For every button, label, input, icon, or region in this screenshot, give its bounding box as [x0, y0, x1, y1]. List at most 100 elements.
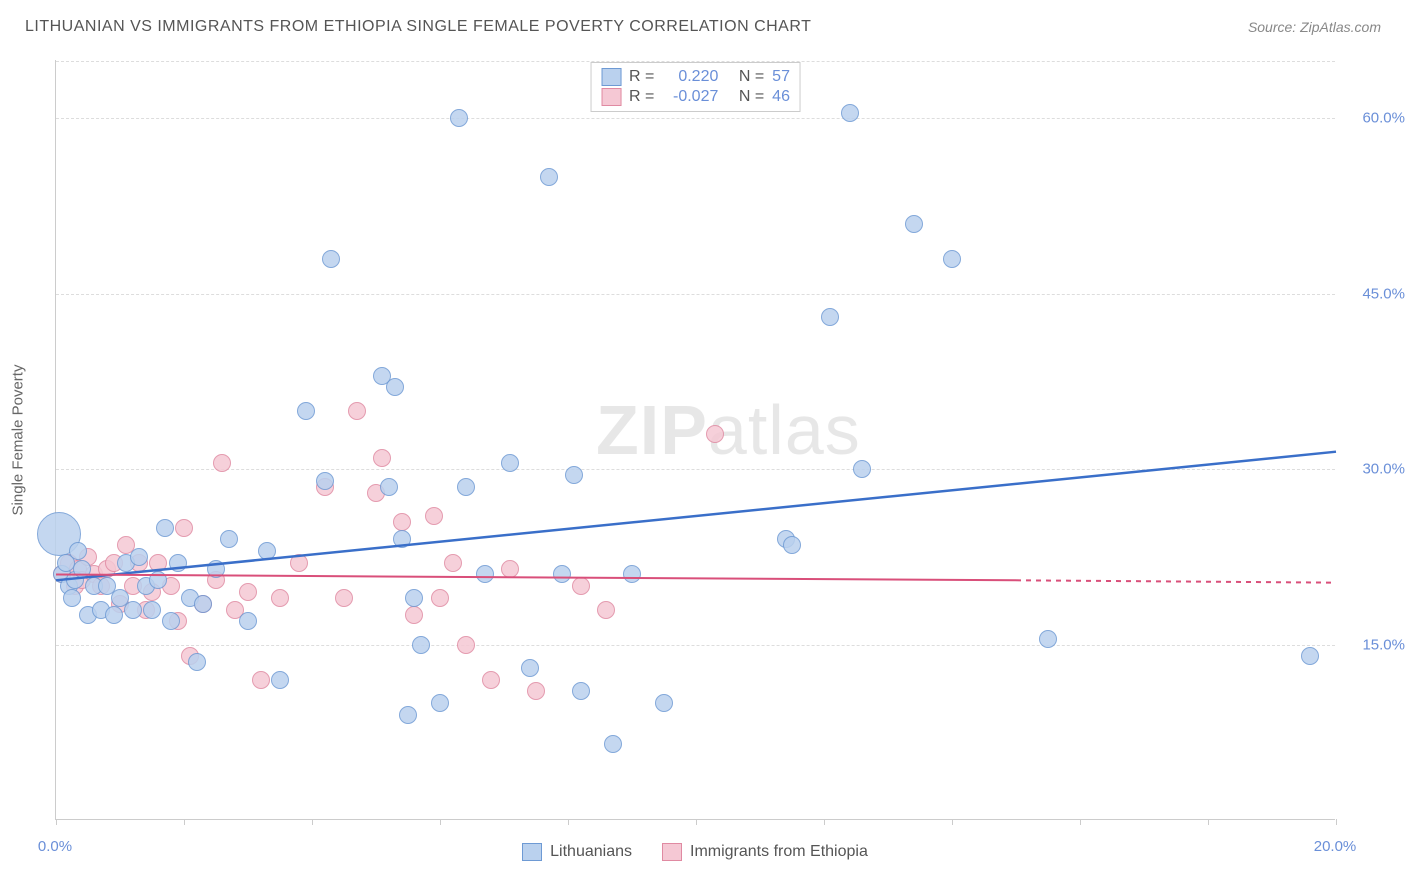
scatter-point	[386, 378, 404, 396]
legend-row: R = 0.220 N = 57	[601, 67, 790, 87]
scatter-point	[393, 530, 411, 548]
scatter-point	[431, 694, 449, 712]
swatch-icon	[662, 843, 682, 861]
x-tick	[952, 819, 953, 825]
y-tick-label: 45.0%	[1345, 285, 1405, 302]
scatter-point	[1039, 630, 1057, 648]
scatter-point	[572, 682, 590, 700]
scatter-point	[348, 402, 366, 420]
legend-label: Lithuanians	[550, 843, 632, 861]
gridline	[56, 469, 1335, 470]
trend-lines	[56, 60, 1336, 820]
x-tick	[824, 819, 825, 825]
scatter-chart: ZIPatlas R = 0.220 N = 57 R = -0.027 N =…	[55, 60, 1335, 820]
x-tick	[1080, 819, 1081, 825]
watermark: ZIPatlas	[596, 390, 861, 470]
scatter-point	[175, 519, 193, 537]
r-value: -0.027	[662, 88, 718, 106]
gridline	[56, 294, 1335, 295]
x-tick-label: 0.0%	[38, 838, 72, 855]
scatter-point	[444, 554, 462, 572]
x-tick-label: 20.0%	[1314, 838, 1357, 855]
scatter-point	[905, 215, 923, 233]
scatter-point	[380, 478, 398, 496]
n-value: 57	[772, 68, 790, 86]
scatter-point	[162, 612, 180, 630]
scatter-point	[213, 454, 231, 472]
x-tick	[1336, 819, 1337, 825]
scatter-point	[597, 601, 615, 619]
y-tick-label: 30.0%	[1345, 461, 1405, 478]
scatter-point	[322, 250, 340, 268]
y-tick-label: 60.0%	[1345, 110, 1405, 127]
x-tick	[1208, 819, 1209, 825]
scatter-point	[604, 735, 622, 753]
legend-item: Lithuanians	[522, 843, 632, 861]
x-tick	[696, 819, 697, 825]
scatter-point	[258, 542, 276, 560]
scatter-point	[105, 606, 123, 624]
scatter-point	[553, 565, 571, 583]
scatter-point	[239, 583, 257, 601]
correlation-legend: R = 0.220 N = 57 R = -0.027 N = 46	[590, 62, 801, 112]
scatter-point	[130, 548, 148, 566]
scatter-point	[655, 694, 673, 712]
scatter-point	[316, 472, 334, 490]
r-value: 0.220	[662, 68, 718, 86]
r-label: R =	[629, 88, 654, 106]
x-tick	[568, 819, 569, 825]
scatter-point	[1301, 647, 1319, 665]
scatter-point	[431, 589, 449, 607]
gridline	[56, 118, 1335, 119]
scatter-point	[73, 560, 91, 578]
scatter-point	[63, 589, 81, 607]
scatter-point	[252, 671, 270, 689]
scatter-point	[220, 530, 238, 548]
scatter-point	[405, 589, 423, 607]
scatter-point	[501, 560, 519, 578]
scatter-point	[405, 606, 423, 624]
scatter-point	[450, 109, 468, 127]
n-value: 46	[772, 88, 790, 106]
x-tick	[184, 819, 185, 825]
scatter-point	[169, 554, 187, 572]
scatter-point	[572, 577, 590, 595]
x-tick	[312, 819, 313, 825]
x-tick	[440, 819, 441, 825]
scatter-point	[540, 168, 558, 186]
source-label: Source: ZipAtlas.com	[1248, 19, 1381, 35]
scatter-point	[69, 542, 87, 560]
scatter-point	[482, 671, 500, 689]
scatter-point	[239, 612, 257, 630]
legend-label: Immigrants from Ethiopia	[690, 843, 868, 861]
r-label: R =	[629, 68, 654, 86]
scatter-point	[207, 560, 225, 578]
scatter-point	[194, 595, 212, 613]
scatter-point	[271, 589, 289, 607]
scatter-point	[425, 507, 443, 525]
title-bar: LITHUANIAN VS IMMIGRANTS FROM ETHIOPIA S…	[25, 18, 1381, 36]
scatter-point	[335, 589, 353, 607]
scatter-point	[412, 636, 430, 654]
gridline	[56, 61, 1335, 62]
scatter-point	[565, 466, 583, 484]
scatter-point	[943, 250, 961, 268]
scatter-point	[841, 104, 859, 122]
scatter-point	[188, 653, 206, 671]
n-label: N =	[739, 68, 764, 86]
x-tick	[56, 819, 57, 825]
scatter-point	[457, 636, 475, 654]
scatter-point	[143, 601, 161, 619]
scatter-point	[393, 513, 411, 531]
scatter-point	[457, 478, 475, 496]
scatter-point	[706, 425, 724, 443]
scatter-point	[853, 460, 871, 478]
y-axis-label: Single Female Poverty	[10, 365, 27, 516]
scatter-point	[149, 554, 167, 572]
scatter-point	[623, 565, 641, 583]
scatter-point	[290, 554, 308, 572]
legend-item: Immigrants from Ethiopia	[662, 843, 868, 861]
n-label: N =	[739, 88, 764, 106]
swatch-icon	[601, 88, 621, 106]
scatter-point	[156, 519, 174, 537]
